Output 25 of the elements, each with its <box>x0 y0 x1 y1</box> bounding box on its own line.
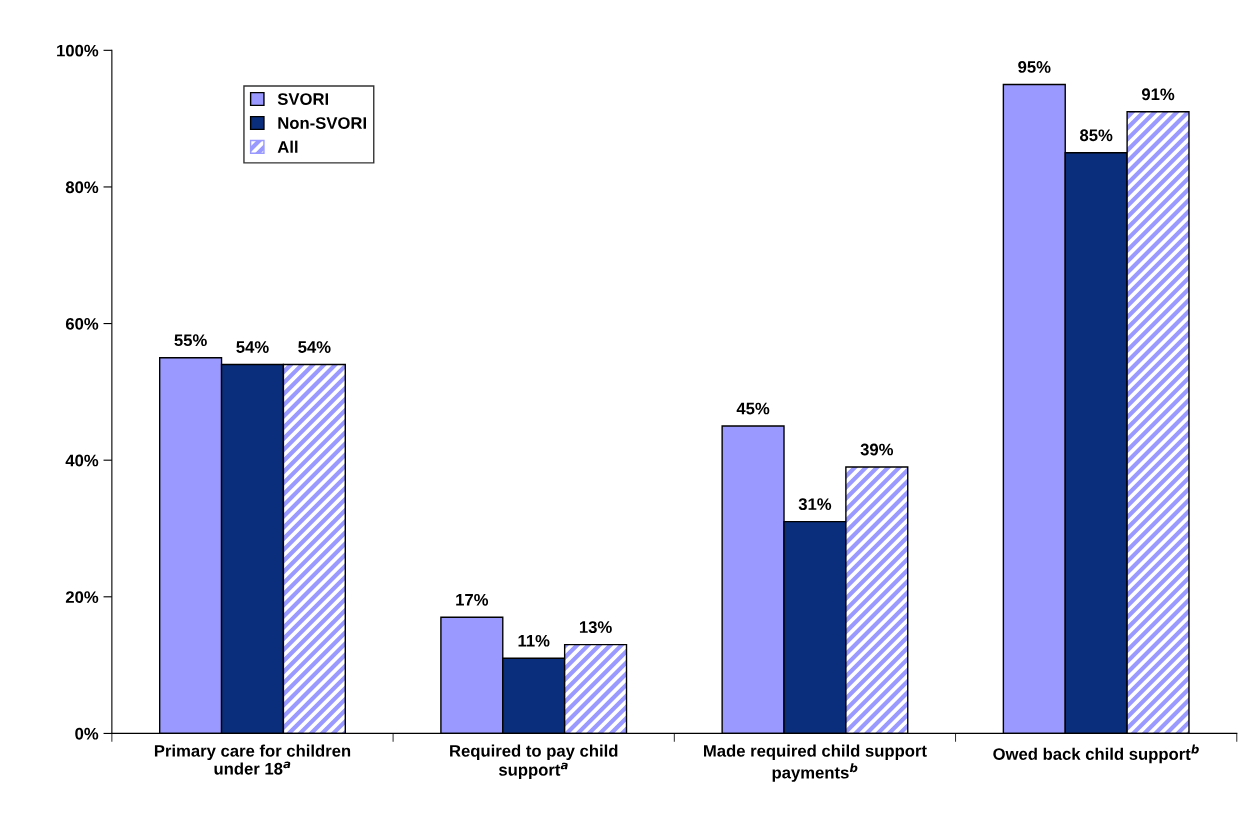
data-label: 54% <box>236 341 269 353</box>
data-label: 17% <box>456 593 489 606</box>
y-tick-label: 80% <box>65 181 99 194</box>
x-tick-label: Owed back child support$^{b}$ <box>993 744 1199 764</box>
legend-label: SVORI <box>277 93 329 105</box>
x-tick-label: Required to pay child support$^{a}$ <box>450 744 618 780</box>
data-label: 11% <box>518 634 550 647</box>
data-label: 55% <box>174 334 207 347</box>
x-tick-label: Made required child support payments$^{b}$ <box>704 744 927 782</box>
data-label: 39% <box>860 443 894 456</box>
y-tick-label: 40% <box>65 454 99 467</box>
y-tick-label: 60% <box>65 317 99 330</box>
y-tick-label: 20% <box>65 591 99 604</box>
legend-label: All <box>277 140 298 153</box>
data-label: 91% <box>1141 88 1175 101</box>
y-tick-label: 100% <box>57 44 99 57</box>
data-label: 45% <box>736 402 770 415</box>
data-label: 54% <box>298 341 331 353</box>
y-tick-label: 0% <box>75 727 99 740</box>
data-label: 85% <box>1080 129 1113 142</box>
data-label: 95% <box>1018 61 1051 73</box>
x-tick-label: Primary care for children under 18$^{a}$ <box>154 744 351 775</box>
legend-label: Non-SVORI <box>278 117 366 129</box>
data-label: 31% <box>798 498 832 511</box>
data-label: 13% <box>579 621 612 634</box>
